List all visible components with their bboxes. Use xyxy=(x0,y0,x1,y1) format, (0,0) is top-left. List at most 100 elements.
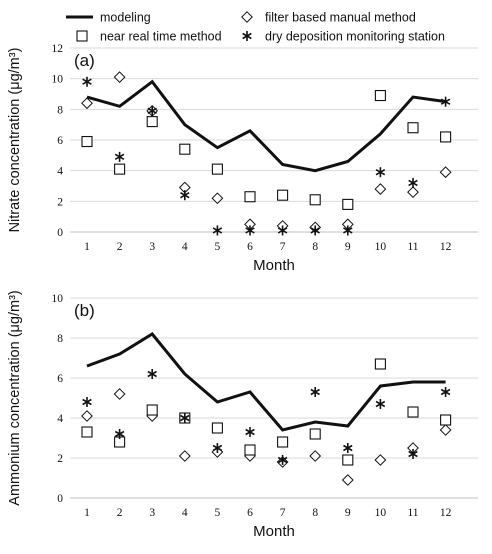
data-point-diamond xyxy=(407,186,419,199)
data-point-square xyxy=(81,135,93,148)
legend-diamond-swatch xyxy=(241,11,253,23)
x-tick-label: 8 xyxy=(312,507,318,519)
data-point-diamond xyxy=(439,424,452,436)
x-tick-label: 6 xyxy=(247,507,253,519)
y-tick-label: 8 xyxy=(57,104,63,116)
legend-item-dry-deposition-monitoring-station: dry deposition monitoring station xyxy=(242,30,445,44)
data-point-asterisk xyxy=(375,399,386,409)
data-point-asterisk xyxy=(147,369,157,379)
data-point-square xyxy=(374,358,386,370)
data-point-square xyxy=(146,116,158,128)
data-point-square xyxy=(114,163,126,175)
x-tick-label: 4 xyxy=(182,241,188,253)
series-line-modeling xyxy=(86,79,446,173)
legend-item-modeling: modeling xyxy=(66,11,151,25)
data-point-asterisk xyxy=(408,177,418,188)
panel-label: (b) xyxy=(74,301,95,320)
data-point-diamond xyxy=(309,450,322,462)
data-point-square xyxy=(374,89,386,102)
data-point-square xyxy=(211,422,223,434)
x-tick-label: 2 xyxy=(117,241,123,253)
x-tick-label: 12 xyxy=(440,507,452,519)
panel-label: (a) xyxy=(74,51,95,70)
data-point-square xyxy=(244,444,256,456)
x-tick-label: 10 xyxy=(375,241,387,253)
x-tick-label: 11 xyxy=(407,507,418,519)
data-point-square xyxy=(211,163,223,175)
x-tick-label: 2 xyxy=(117,507,123,519)
data-point-diamond xyxy=(113,71,126,84)
series-near-real-time-method xyxy=(81,89,452,210)
y-tick-label: 2 xyxy=(57,453,63,465)
data-point-diamond xyxy=(374,454,387,466)
x-tick-label: 4 xyxy=(182,507,188,519)
x-tick-label: 11 xyxy=(407,241,418,253)
data-point-asterisk xyxy=(147,105,157,116)
data-point-asterisk xyxy=(440,96,451,107)
series-dry-deposition-monitoring-station xyxy=(82,76,451,236)
legend-item-near-real-time-method: near real time method xyxy=(76,30,222,44)
series-filter-based-manual-method xyxy=(81,388,452,486)
legend-item-filter-based-manual-method: filter based manual method xyxy=(241,11,416,25)
data-point-asterisk xyxy=(310,225,320,236)
legend-label: dry deposition monitoring station xyxy=(265,30,445,44)
data-point-square xyxy=(440,131,452,143)
y-tick-label: 2 xyxy=(57,196,63,208)
data-point-square xyxy=(407,406,419,418)
x-tick-label: 9 xyxy=(345,507,351,519)
legend-asterisk-swatch xyxy=(242,31,252,41)
x-tick-label: 3 xyxy=(149,241,155,253)
legend-square-swatch xyxy=(76,30,88,42)
legend-label: near real time method xyxy=(100,30,222,44)
data-point-asterisk xyxy=(375,167,386,178)
data-point-asterisk xyxy=(408,449,418,459)
data-point-diamond xyxy=(341,474,354,486)
data-point-asterisk xyxy=(245,427,255,437)
y-tick-label: 4 xyxy=(57,166,63,178)
data-point-square xyxy=(309,194,321,206)
x-tick-label: 7 xyxy=(280,507,286,519)
data-point-asterisk xyxy=(245,225,255,236)
x-tick-label: 5 xyxy=(215,241,221,253)
legend-label: modeling xyxy=(100,11,151,25)
data-point-asterisk xyxy=(114,151,125,162)
data-point-square xyxy=(146,404,158,416)
data-point-asterisk xyxy=(82,397,92,407)
y-tick-label: 8 xyxy=(57,333,63,345)
y-tick-label: 10 xyxy=(52,74,64,86)
data-point-asterisk xyxy=(343,443,353,453)
data-point-square xyxy=(309,428,321,440)
series-filter-based-manual-method xyxy=(81,71,452,234)
legend-label: filter based manual method xyxy=(265,11,416,25)
data-point-square xyxy=(277,189,289,201)
data-point-asterisk xyxy=(277,225,288,236)
y-tick-label: 10 xyxy=(52,293,64,305)
data-point-square xyxy=(342,198,354,210)
data-point-asterisk xyxy=(310,387,320,397)
y-tick-label: 6 xyxy=(57,373,63,385)
data-point-diamond xyxy=(81,97,93,110)
data-point-asterisk xyxy=(440,387,451,397)
data-point-square xyxy=(244,191,256,203)
data-point-asterisk xyxy=(212,225,223,236)
data-point-asterisk xyxy=(180,413,190,423)
legend: modeling filter based manual method near r… xyxy=(66,11,445,44)
y-tick-label: 12 xyxy=(52,43,64,55)
x-tick-label: 12 xyxy=(440,241,452,253)
data-point-asterisk xyxy=(277,455,288,465)
data-point-asterisk xyxy=(82,76,92,87)
x-axis-label: Month xyxy=(253,257,295,274)
data-point-square xyxy=(277,436,289,448)
data-point-asterisk xyxy=(343,225,353,236)
y-tick-label: 0 xyxy=(57,227,63,239)
data-point-square xyxy=(179,143,191,155)
x-tick-label: 1 xyxy=(84,241,90,253)
data-point-asterisk xyxy=(212,443,223,453)
y-tick-label: 4 xyxy=(57,413,63,425)
x-tick-label: 3 xyxy=(149,507,155,519)
x-tick-label: 6 xyxy=(247,241,253,253)
data-point-diamond xyxy=(374,183,387,195)
